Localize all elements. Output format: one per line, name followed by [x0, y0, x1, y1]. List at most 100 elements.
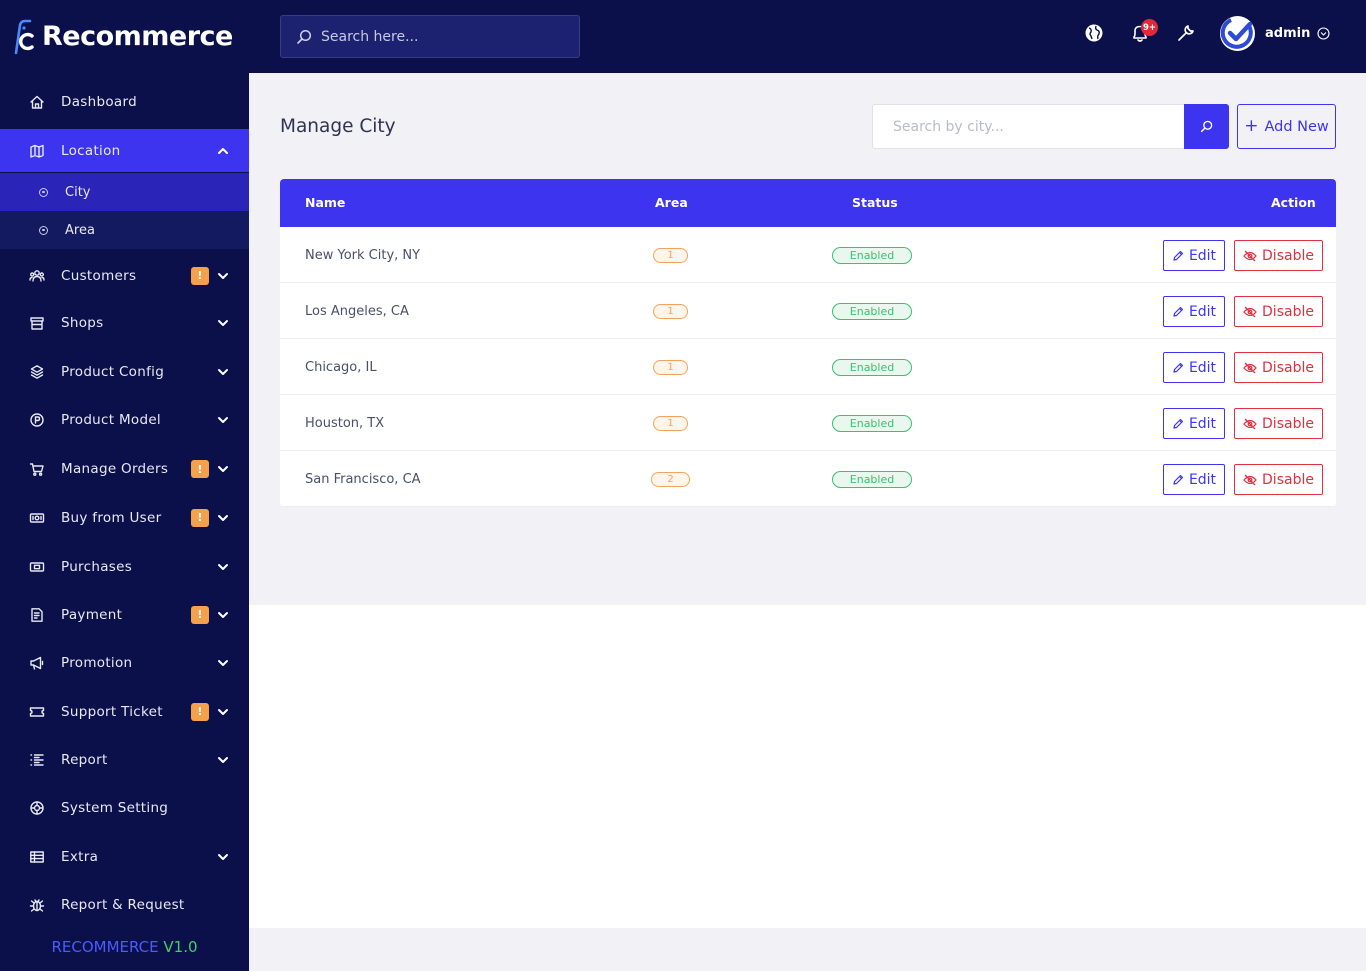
column-area: Area [655, 195, 688, 210]
sidebar-item-product-model[interactable]: Product Model [0, 397, 249, 443]
edit-label: Edit [1188, 247, 1217, 264]
sidebar-item-label: Shops [61, 315, 104, 331]
cash-icon [29, 512, 45, 523]
alert-badge: ! [191, 508, 209, 527]
city-search-input[interactable] [893, 105, 1173, 148]
sidebar-item-dashboard[interactable]: Dashboard [0, 78, 249, 126]
bell-icon[interactable] [1130, 23, 1150, 43]
disable-button[interactable]: Disable [1234, 352, 1323, 383]
brand-logo-icon [14, 19, 34, 54]
users-icon [29, 269, 45, 282]
sidebar-item-purchases[interactable]: Purchases [0, 543, 249, 590]
sidebar-item-label: Manage Orders [61, 461, 169, 477]
area-count-badge[interactable]: 1 [653, 416, 688, 431]
city-name: Chicago, IL [305, 360, 377, 375]
chevron-down-icon [218, 757, 228, 763]
table-row: Los Angeles, CA 1 Enabled Edit Disable [280, 283, 1336, 339]
add-new-button[interactable]: + Add New [1237, 104, 1336, 149]
edit-label: Edit [1188, 359, 1217, 376]
bug-icon [29, 899, 45, 912]
sidebar-item-shops[interactable]: Shops [0, 301, 249, 345]
sidebar-item-report[interactable]: Report [0, 736, 249, 784]
sidebar-subitem-area[interactable]: Area [0, 211, 249, 249]
global-search-input[interactable] [321, 28, 561, 45]
disable-label: Disable [1262, 247, 1314, 264]
city-name: New York City, NY [305, 248, 421, 263]
table-row: Houston, TX 1 Enabled Edit Disable [280, 395, 1336, 451]
sidebar-item-label: Location [61, 142, 121, 159]
disable-label: Disable [1262, 303, 1314, 320]
pencil-icon [1173, 250, 1184, 261]
sidebar-subitem-city[interactable]: City [0, 173, 249, 211]
sidebar-item-promotion[interactable]: Promotion [0, 639, 249, 687]
user-menu-chevron-icon[interactable] [1317, 27, 1330, 40]
column-status: Status [852, 195, 898, 210]
area-count-badge[interactable]: 2 [651, 472, 690, 487]
sidebar-item-extra[interactable]: Extra [0, 833, 249, 881]
disable-label: Disable [1262, 415, 1314, 432]
avatar[interactable] [1220, 16, 1255, 51]
sidebar-item-system-setting[interactable]: System Setting [0, 784, 249, 832]
wrench-icon[interactable] [1176, 23, 1196, 43]
brand[interactable]: Recommerce [0, 0, 249, 73]
pencil-icon [1173, 418, 1184, 429]
area-count-badge[interactable]: 1 [653, 360, 688, 375]
version-label: RECOMMERCE V1.0 [0, 938, 249, 956]
eye-off-icon [1243, 250, 1257, 261]
megaphone-icon [30, 656, 44, 670]
global-search [280, 15, 580, 58]
sidebar-item-label: Report & Request [61, 897, 185, 913]
circle-dot-icon [39, 187, 48, 197]
edit-button[interactable]: Edit [1163, 464, 1225, 495]
avatar-check-icon [1220, 18, 1253, 49]
table-header: Name Area Status Action [280, 179, 1336, 227]
sidebar-item-buy-from-user[interactable]: Buy from User! [0, 494, 249, 541]
edit-button[interactable]: Edit [1163, 408, 1225, 439]
sidebar-item-label: System Setting [61, 800, 169, 816]
sidebar-item-payment[interactable]: Payment! [0, 591, 249, 638]
status-badge: Enabled [832, 415, 912, 432]
list-icon [30, 754, 44, 766]
circle-dot-icon [39, 225, 48, 235]
chevron-down-icon [218, 369, 228, 375]
footer-area [249, 928, 1366, 971]
edit-button[interactable]: Edit [1163, 240, 1225, 271]
disable-button[interactable]: Disable [1234, 296, 1323, 327]
edit-label: Edit [1188, 415, 1217, 432]
chevron-down-icon [218, 660, 228, 666]
edit-button[interactable]: Edit [1163, 352, 1225, 383]
sidebar-item-support-ticket[interactable]: Support Ticket! [0, 688, 249, 735]
area-count-badge[interactable]: 1 [653, 248, 688, 263]
status-badge: Enabled [832, 359, 912, 376]
disable-label: Disable [1262, 359, 1314, 376]
sidebar-item-product-config[interactable]: Product Config [0, 349, 249, 395]
eye-off-icon [1243, 306, 1257, 317]
payment-icon [31, 607, 43, 622]
sidebar-item-manage-orders[interactable]: Manage Orders! [0, 445, 249, 493]
eye-off-icon [1243, 418, 1257, 429]
sidebar-item-label: Buy from User [61, 509, 162, 526]
chevron-down-icon [218, 708, 228, 715]
sidebar-item-label: Product Model [61, 412, 161, 428]
sidebar-item-report-request[interactable]: Report & Request [0, 881, 249, 929]
globe-icon[interactable] [1084, 23, 1104, 43]
eye-off-icon [1243, 362, 1257, 373]
eye-off-icon [1243, 474, 1257, 485]
sidebar-item-label: Extra [61, 849, 99, 865]
city-search-button[interactable] [1184, 104, 1229, 149]
box-icon [30, 365, 44, 379]
sidebar-item-customers[interactable]: Customers! [0, 254, 249, 297]
chevron-down-icon [218, 611, 228, 618]
chevron-down-icon [218, 563, 228, 570]
product-icon [30, 413, 44, 427]
disable-button[interactable]: Disable [1234, 408, 1323, 439]
sidebar-item-location[interactable]: Location [0, 129, 249, 172]
edit-button[interactable]: Edit [1163, 296, 1225, 327]
disable-button[interactable]: Disable [1234, 240, 1323, 271]
grid-icon [30, 851, 44, 863]
disable-button[interactable]: Disable [1234, 464, 1323, 495]
area-count-badge[interactable]: 1 [653, 304, 688, 319]
pencil-icon [1173, 362, 1184, 373]
user-name[interactable]: admin [1265, 26, 1311, 41]
page-title: Manage City [280, 116, 396, 137]
